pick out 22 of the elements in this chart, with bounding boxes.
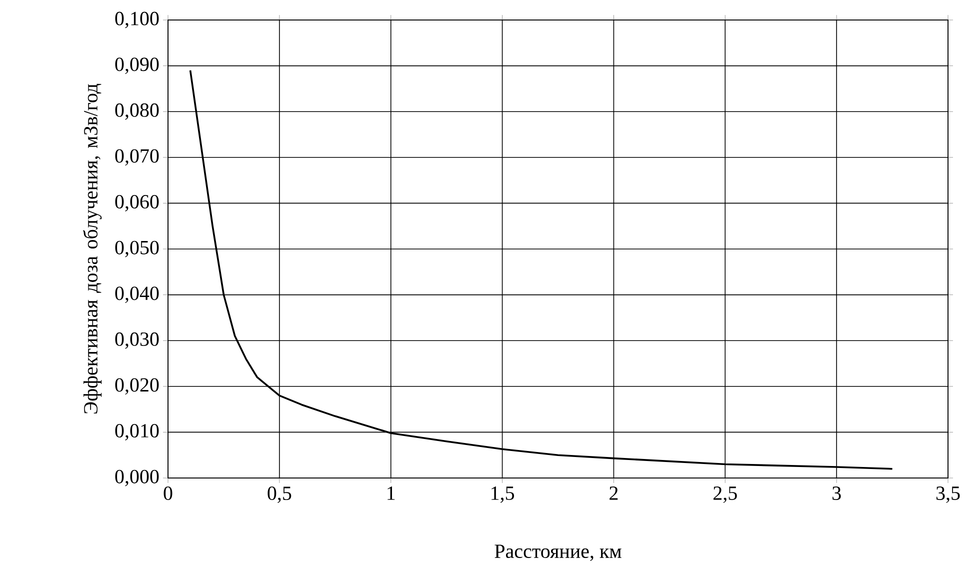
- y-tick-label: 0,030: [115, 332, 159, 349]
- y-tick-label: 0,000: [115, 470, 159, 486]
- y-axis-title: Эффективная доза облучения, мЗв/год: [83, 84, 102, 414]
- y-tick-label: 0,040: [115, 286, 159, 303]
- x-tick-label: 3: [832, 486, 841, 500]
- line-series: [189, 69, 894, 470]
- x-tick-label: 3,5: [936, 486, 960, 503]
- y-tick-label: 0,010: [115, 424, 159, 440]
- y-tick-label: 0,080: [115, 103, 159, 120]
- y-tick-label: 0,090: [115, 58, 159, 74]
- x-tick-label: 1,5: [492, 486, 514, 503]
- y-tick-label: 0,060: [115, 195, 159, 212]
- y-tick-label: 0,020: [115, 378, 159, 395]
- x-tick-label: 1: [388, 486, 395, 500]
- x-axis-title: Расстояние, км: [494, 544, 622, 561]
- x-tick-label: 0,5: [268, 486, 292, 503]
- y-tick-label: 0,050: [115, 240, 159, 258]
- x-tick-label: 2,5: [714, 486, 737, 503]
- y-tick-label: 0,100: [115, 12, 159, 28]
- x-tick-label: 0: [164, 486, 172, 500]
- y-tick-label: 0,070: [115, 149, 159, 166]
- x-tick-label: 2: [610, 486, 618, 500]
